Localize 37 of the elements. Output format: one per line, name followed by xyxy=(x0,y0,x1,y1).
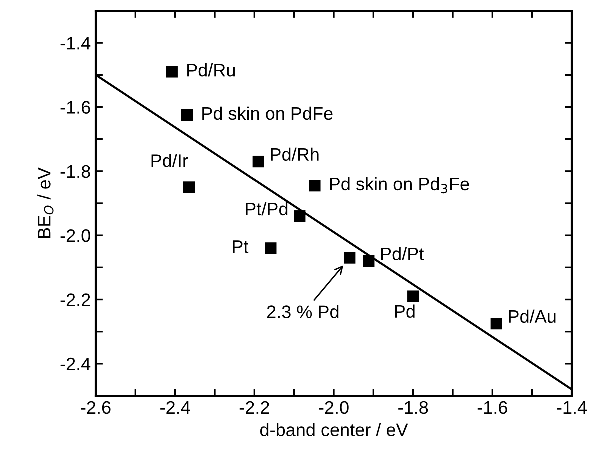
point xyxy=(252,156,264,168)
y-tick-label: -2.4 xyxy=(60,358,91,370)
annotation: Pd/Rh xyxy=(271,148,319,162)
y-tick-label: -1.6 xyxy=(60,101,90,114)
annotation: Pd/Au xyxy=(509,310,556,324)
point xyxy=(309,180,321,192)
x-tick-label: -2.6 xyxy=(81,401,111,414)
annotation: Pd/Ru xyxy=(188,64,236,77)
annotation: Pt/Pd xyxy=(246,202,288,216)
point xyxy=(408,290,420,302)
point xyxy=(344,252,356,264)
y-tick-label: -2.0 xyxy=(60,230,90,242)
point xyxy=(363,255,375,268)
annotation: Pd skin on Pd$_{3}$Fe xyxy=(330,177,470,194)
x-tick-label: -2.2 xyxy=(240,401,270,414)
annotation: 2.3 % Pd xyxy=(267,305,339,318)
x-tick-label: -1.8 xyxy=(398,401,428,414)
point xyxy=(166,66,178,78)
point xyxy=(183,182,196,194)
point xyxy=(265,242,277,254)
point xyxy=(294,210,306,222)
annotation: Pd/Pt xyxy=(382,247,424,261)
x-tick-label: -1.6 xyxy=(478,401,508,414)
y-axis-title: BE$_{O}$ / eV xyxy=(38,168,54,238)
point xyxy=(490,318,502,330)
y-tick-label: -1.8 xyxy=(60,165,90,178)
annotation: Pd skin on PdFe xyxy=(202,106,333,120)
point xyxy=(181,109,194,122)
y-tick-label: -2.2 xyxy=(60,294,90,306)
x-tick-label: -2.0 xyxy=(319,401,349,414)
x-axis-title: d-band center / eV xyxy=(260,423,408,437)
annotation: Pd/Ir xyxy=(152,154,188,168)
annotation: Pd xyxy=(395,304,415,318)
x-tick-label: -2.4 xyxy=(160,401,190,414)
x-tick-label: -1.4 xyxy=(557,402,588,414)
annotation: Pt xyxy=(233,240,249,254)
y-tick-label: -1.4 xyxy=(60,37,91,50)
